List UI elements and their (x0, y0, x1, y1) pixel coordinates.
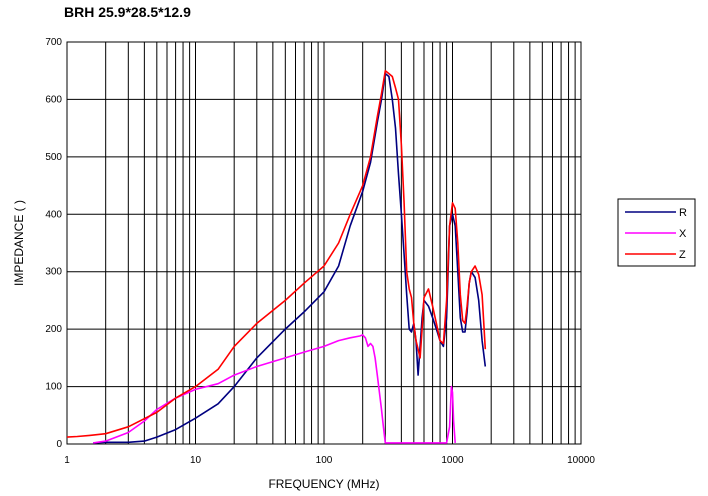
x-tick-label: 1000 (441, 455, 464, 466)
legend-label-z: Z (679, 249, 686, 261)
plot-frame (66, 41, 582, 445)
series-layer (66, 69, 487, 444)
x-tick-label: 100 (316, 455, 333, 466)
series-line-z (66, 69, 487, 438)
y-tick-labels: 0 100 200 300 400 500 600 700 (45, 37, 62, 450)
y-tick-label: 0 (56, 439, 62, 450)
y-tick-label: 600 (45, 94, 62, 105)
legend-label-x: X (679, 228, 687, 240)
series-line-x (93, 334, 456, 444)
series-line-r (93, 72, 487, 444)
grid (67, 42, 581, 444)
y-tick-label: 500 (45, 152, 62, 163)
y-axis-label: IMPEDANCE ( ) (12, 200, 26, 286)
y-tick-label: 700 (45, 37, 62, 48)
y-tick-label: 100 (45, 382, 62, 393)
x-axis-label: FREQUENCY (MHz) (268, 477, 379, 491)
legend-label-r: R (679, 207, 687, 219)
legend: RXZ (617, 198, 696, 267)
chart-title: BRH 25.9*28.5*12.9 (64, 4, 191, 20)
y-tick-label: 400 (45, 209, 62, 220)
x-tick-label: 10000 (567, 455, 595, 466)
x-tick-label: 1 (64, 455, 70, 466)
x-tick-labels: 1 10 100 1000 10000 (64, 455, 595, 466)
y-tick-label: 300 (45, 267, 62, 278)
x-tick-label: 10 (190, 455, 202, 466)
y-tick-label: 200 (45, 324, 62, 335)
